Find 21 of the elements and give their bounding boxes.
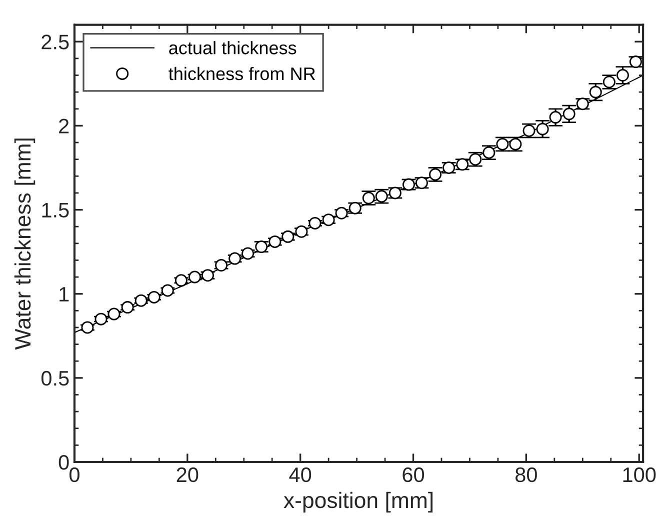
x-tick-label: 80 bbox=[516, 467, 537, 482]
point bbox=[562, 108, 576, 120]
point bbox=[589, 86, 602, 98]
point bbox=[536, 122, 549, 136]
legend-label: actual thickness bbox=[169, 41, 296, 54]
point bbox=[616, 69, 629, 82]
y-tick-label: 2.5 bbox=[42, 34, 69, 50]
x-axis-title: x-position [mm] bbox=[284, 492, 433, 513]
legend-label: thickness from NR bbox=[168, 66, 316, 80]
x-tick-label: 60 bbox=[402, 467, 424, 482]
y-tick-label: 1 bbox=[60, 287, 69, 302]
y-tick-label: 1.5 bbox=[42, 202, 69, 218]
y-tick-label: 2 bbox=[59, 118, 69, 134]
x-tick-label: 0 bbox=[70, 467, 80, 482]
x-tick-label: 20 bbox=[176, 467, 198, 482]
y-axis-title: Water thickness [mm] bbox=[14, 138, 36, 350]
point bbox=[549, 111, 562, 124]
x-tick-label: 40 bbox=[289, 467, 312, 482]
y-tick-label: 0 bbox=[58, 455, 69, 470]
y-tick-label: 0.5 bbox=[41, 370, 69, 386]
x-tick-label: 100 bbox=[623, 467, 656, 482]
